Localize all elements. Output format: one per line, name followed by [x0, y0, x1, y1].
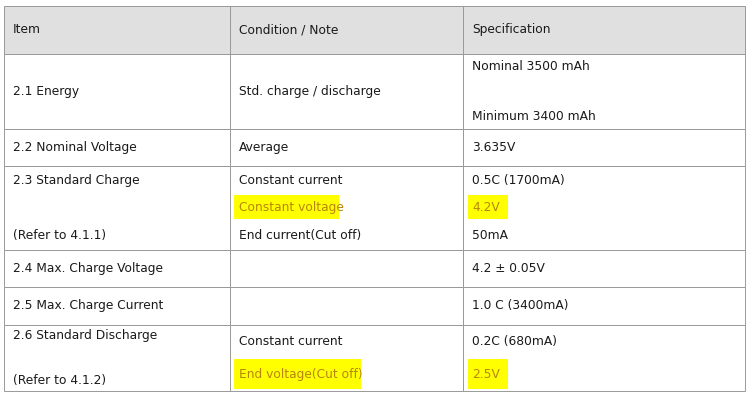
Text: (Refer to 4.1.2): (Refer to 4.1.2) — [13, 374, 106, 387]
Text: Condition / Note: Condition / Note — [239, 23, 339, 36]
Text: 0.2C (680mA): 0.2C (680mA) — [473, 335, 557, 348]
Bar — [230, 129, 464, 166]
Bar — [230, 325, 464, 391]
Bar — [4, 287, 230, 325]
Bar — [4, 54, 230, 129]
Text: 2.5V: 2.5V — [473, 368, 500, 381]
Bar — [464, 287, 745, 325]
Text: Nominal 3500 mAh: Nominal 3500 mAh — [473, 60, 590, 73]
Text: 2.4 Max. Charge Voltage: 2.4 Max. Charge Voltage — [13, 262, 163, 275]
Text: 1.0 C (3400mA): 1.0 C (3400mA) — [473, 299, 569, 312]
Bar — [4, 129, 230, 166]
Text: Average: Average — [239, 141, 289, 154]
Text: Minimum 3400 mAh: Minimum 3400 mAh — [473, 110, 596, 122]
Bar — [230, 6, 464, 54]
Bar — [464, 325, 745, 391]
Bar — [4, 250, 230, 287]
Text: Constant voltage: Constant voltage — [239, 201, 344, 214]
Bar — [234, 359, 361, 389]
Text: Constant current: Constant current — [239, 335, 342, 348]
Bar — [4, 325, 230, 391]
Bar — [468, 195, 509, 219]
Text: 0.5C (1700mA): 0.5C (1700mA) — [473, 174, 565, 186]
Bar — [230, 287, 464, 325]
Bar — [464, 166, 745, 250]
Bar — [464, 129, 745, 166]
Text: 2.6 Standard Discharge: 2.6 Standard Discharge — [13, 329, 157, 342]
Text: Specification: Specification — [473, 23, 551, 36]
Bar — [230, 250, 464, 287]
Text: End voltage(Cut off): End voltage(Cut off) — [239, 368, 363, 381]
Text: End current(Cut off): End current(Cut off) — [239, 229, 361, 242]
Bar — [230, 54, 464, 129]
Bar — [464, 6, 745, 54]
Text: (Refer to 4.1.1): (Refer to 4.1.1) — [13, 229, 106, 242]
Bar — [468, 359, 509, 389]
Bar — [234, 195, 339, 219]
Bar — [230, 166, 464, 250]
Text: Std. charge / discharge: Std. charge / discharge — [239, 85, 380, 98]
Text: 4.2V: 4.2V — [473, 201, 500, 214]
Text: Item: Item — [13, 23, 40, 36]
Bar — [4, 166, 230, 250]
Text: 50mA: 50mA — [473, 229, 509, 242]
Text: 4.2 ± 0.05V: 4.2 ± 0.05V — [473, 262, 545, 275]
Text: 2.1 Energy: 2.1 Energy — [13, 85, 79, 98]
Text: 2.2 Nominal Voltage: 2.2 Nominal Voltage — [13, 141, 136, 154]
Text: 2.5 Max. Charge Current: 2.5 Max. Charge Current — [13, 299, 163, 312]
Bar — [464, 54, 745, 129]
Bar — [4, 6, 230, 54]
Text: 2.3 Standard Charge: 2.3 Standard Charge — [13, 174, 139, 186]
Text: Constant current: Constant current — [239, 174, 342, 186]
Text: 3.635V: 3.635V — [473, 141, 516, 154]
Bar — [464, 250, 745, 287]
